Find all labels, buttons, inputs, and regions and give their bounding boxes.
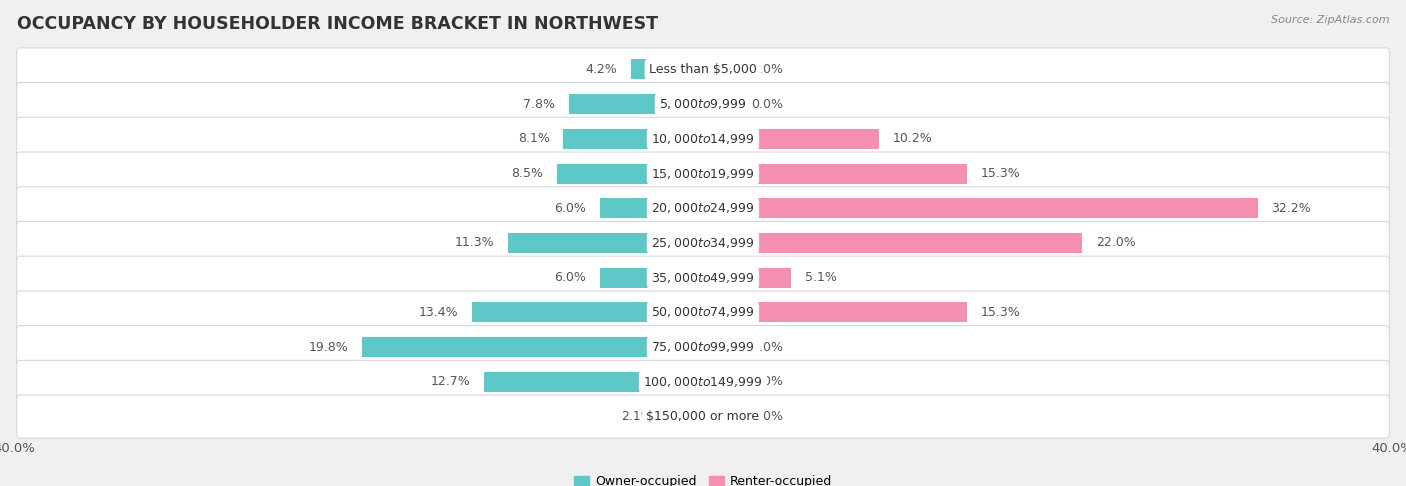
Text: 2.1%: 2.1% <box>621 410 652 423</box>
Text: 0.0%: 0.0% <box>751 341 783 354</box>
Text: 22.0%: 22.0% <box>1095 237 1136 249</box>
Text: $10,000 to $14,999: $10,000 to $14,999 <box>651 132 755 146</box>
Bar <box>361 337 703 357</box>
Text: $15,000 to $19,999: $15,000 to $19,999 <box>651 167 755 181</box>
Bar <box>666 406 703 427</box>
Bar <box>703 233 1083 253</box>
Bar <box>557 163 703 184</box>
Bar <box>564 129 703 149</box>
FancyBboxPatch shape <box>17 360 1389 403</box>
Text: 8.5%: 8.5% <box>510 167 543 180</box>
Bar <box>568 94 703 114</box>
Text: 0.0%: 0.0% <box>751 98 783 111</box>
Bar <box>703 198 1257 218</box>
Bar <box>599 198 703 218</box>
FancyBboxPatch shape <box>17 326 1389 369</box>
Text: 8.1%: 8.1% <box>517 132 550 145</box>
Text: 12.7%: 12.7% <box>430 375 471 388</box>
Text: OCCUPANCY BY HOUSEHOLDER INCOME BRACKET IN NORTHWEST: OCCUPANCY BY HOUSEHOLDER INCOME BRACKET … <box>17 15 658 33</box>
Text: 15.3%: 15.3% <box>980 306 1019 319</box>
Bar <box>703 372 738 392</box>
Text: 6.0%: 6.0% <box>554 202 586 215</box>
FancyBboxPatch shape <box>17 187 1389 230</box>
Bar <box>703 163 966 184</box>
Bar <box>509 233 703 253</box>
Text: 10.2%: 10.2% <box>893 132 932 145</box>
Text: 0.0%: 0.0% <box>751 63 783 76</box>
Bar <box>599 268 703 288</box>
Text: $20,000 to $24,999: $20,000 to $24,999 <box>651 201 755 215</box>
Text: Less than $5,000: Less than $5,000 <box>650 63 756 76</box>
Text: 11.3%: 11.3% <box>456 237 495 249</box>
FancyBboxPatch shape <box>17 117 1389 160</box>
Bar <box>703 337 738 357</box>
Text: $5,000 to $9,999: $5,000 to $9,999 <box>659 97 747 111</box>
Bar <box>631 59 703 80</box>
FancyBboxPatch shape <box>17 395 1389 438</box>
Text: 13.4%: 13.4% <box>419 306 458 319</box>
Text: 0.0%: 0.0% <box>751 375 783 388</box>
Text: 5.1%: 5.1% <box>804 271 837 284</box>
Text: $75,000 to $99,999: $75,000 to $99,999 <box>651 340 755 354</box>
Bar <box>703 406 738 427</box>
Text: 6.0%: 6.0% <box>554 271 586 284</box>
Text: $100,000 to $149,999: $100,000 to $149,999 <box>644 375 762 389</box>
Text: 19.8%: 19.8% <box>308 341 349 354</box>
Bar <box>703 268 790 288</box>
Text: 15.3%: 15.3% <box>980 167 1019 180</box>
FancyBboxPatch shape <box>17 152 1389 195</box>
FancyBboxPatch shape <box>17 291 1389 334</box>
Text: 4.2%: 4.2% <box>585 63 617 76</box>
Text: 32.2%: 32.2% <box>1271 202 1310 215</box>
Text: $25,000 to $34,999: $25,000 to $34,999 <box>651 236 755 250</box>
FancyBboxPatch shape <box>17 222 1389 264</box>
Bar <box>703 94 738 114</box>
Bar <box>703 129 879 149</box>
Bar <box>472 302 703 323</box>
Text: 0.0%: 0.0% <box>751 410 783 423</box>
Text: $35,000 to $49,999: $35,000 to $49,999 <box>651 271 755 285</box>
Text: $150,000 or more: $150,000 or more <box>647 410 759 423</box>
Bar <box>703 302 966 323</box>
FancyBboxPatch shape <box>17 256 1389 299</box>
Bar <box>703 59 738 80</box>
FancyBboxPatch shape <box>17 83 1389 126</box>
FancyBboxPatch shape <box>17 48 1389 91</box>
Text: Source: ZipAtlas.com: Source: ZipAtlas.com <box>1271 15 1389 25</box>
Text: $50,000 to $74,999: $50,000 to $74,999 <box>651 305 755 319</box>
Legend: Owner-occupied, Renter-occupied: Owner-occupied, Renter-occupied <box>568 470 838 486</box>
Text: 7.8%: 7.8% <box>523 98 555 111</box>
Bar <box>484 372 703 392</box>
